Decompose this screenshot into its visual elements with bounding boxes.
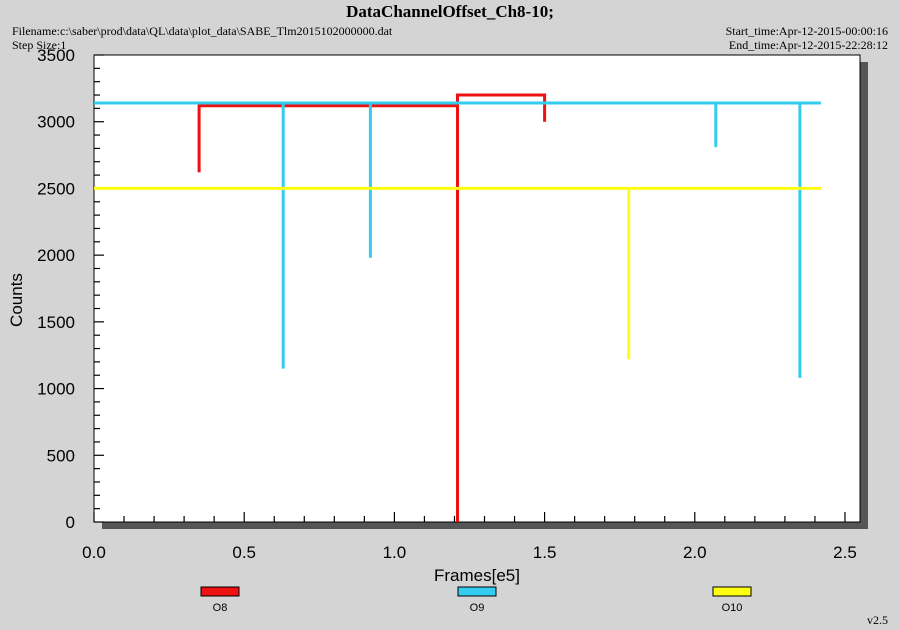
y-axis-tick-labels: 0 500 1000 1500 2000 2500 3000 3500 [37, 46, 75, 532]
x-tick-label: 1.0 [383, 543, 407, 562]
step-size-label: Step Size:1 [12, 38, 67, 52]
x-axis-ticks [93, 512, 846, 522]
x-tick-label: 2.0 [683, 543, 707, 562]
x-axis-tick-labels: 0.0 0.5 1.0 1.5 2.0 2.5 [82, 543, 857, 562]
y-tick-label: 500 [47, 446, 75, 465]
legend-label-o10: O10 [722, 602, 743, 614]
version-label: v2.5 [867, 613, 888, 627]
y-tick-label: 1500 [37, 313, 75, 332]
x-tick-label: 2.5 [833, 543, 857, 562]
legend-swatch-o9 [457, 586, 497, 597]
x-tick-label: 0.5 [232, 543, 256, 562]
x-tick-label: 0.0 [82, 543, 106, 562]
end-time-label: End_time:Apr-12-2015-22:28:12 [728, 38, 888, 52]
y-tick-label: 1000 [37, 380, 75, 399]
series-line-o10 [94, 186, 821, 360]
legend: O8 O9 O10 [200, 586, 752, 614]
legend-label-o8: O8 [213, 602, 228, 614]
y-tick-label: 0 [66, 513, 75, 532]
series-layer [94, 93, 821, 522]
start-time-label: Start_time:Apr-12-2015-00:00:16 [725, 24, 888, 38]
y-tick-label: 3000 [37, 113, 75, 132]
legend-swatch-o10 [712, 586, 752, 597]
legend-swatch-o8 [200, 586, 240, 597]
plot-area [93, 54, 861, 523]
x-tick-label: 1.5 [533, 543, 557, 562]
filename-label: Filename:c:\saber\prod\data\QL\data\plot… [12, 24, 393, 38]
series-line-o8 [197, 93, 547, 522]
y-axis-label: Counts [7, 273, 26, 327]
chart-title: DataChannelOffset_Ch8-10; [346, 2, 554, 21]
series-line-o9 [94, 101, 821, 378]
y-tick-label: 2500 [37, 179, 75, 198]
y-tick-label: 2000 [37, 246, 75, 265]
y-tick-label: 3500 [37, 46, 75, 65]
legend-label-o9: O9 [470, 602, 485, 614]
x-axis-label: Frames[e5] [434, 566, 520, 585]
